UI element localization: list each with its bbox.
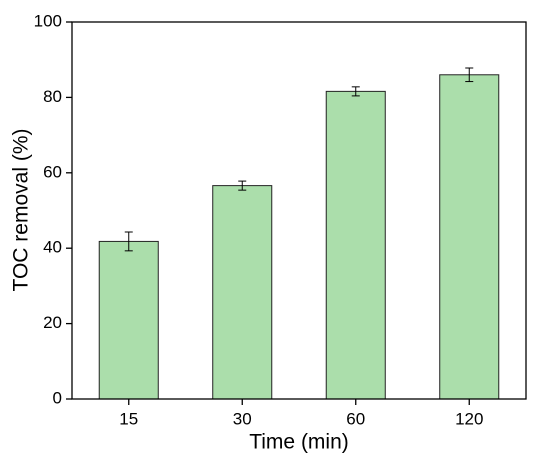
- plot-frame: [71, 21, 527, 400]
- bar: [98, 240, 159, 400]
- y-axis-title: TOC removal (%): [10, 129, 33, 292]
- y-tick-label: 20: [43, 313, 62, 332]
- x-tick-label: 60: [346, 409, 365, 428]
- error-bar: [351, 86, 360, 97]
- error-bar: [238, 180, 247, 191]
- x-tick-label: 15: [119, 409, 138, 428]
- y-tick-label: 0: [53, 388, 62, 407]
- y-tick-label: 60: [43, 162, 62, 181]
- x-tick-label: 120: [455, 409, 483, 428]
- y-tick-label: 100: [34, 11, 62, 30]
- bar: [212, 185, 273, 400]
- y-tick-label: 80: [43, 87, 62, 106]
- y-tick-label: 40: [43, 238, 62, 257]
- bar: [439, 74, 500, 400]
- bar: [325, 90, 386, 400]
- error-bar: [124, 231, 133, 252]
- x-tick-label: 30: [233, 409, 252, 428]
- error-bar: [465, 67, 474, 83]
- x-axis-title: Time (min): [249, 431, 349, 454]
